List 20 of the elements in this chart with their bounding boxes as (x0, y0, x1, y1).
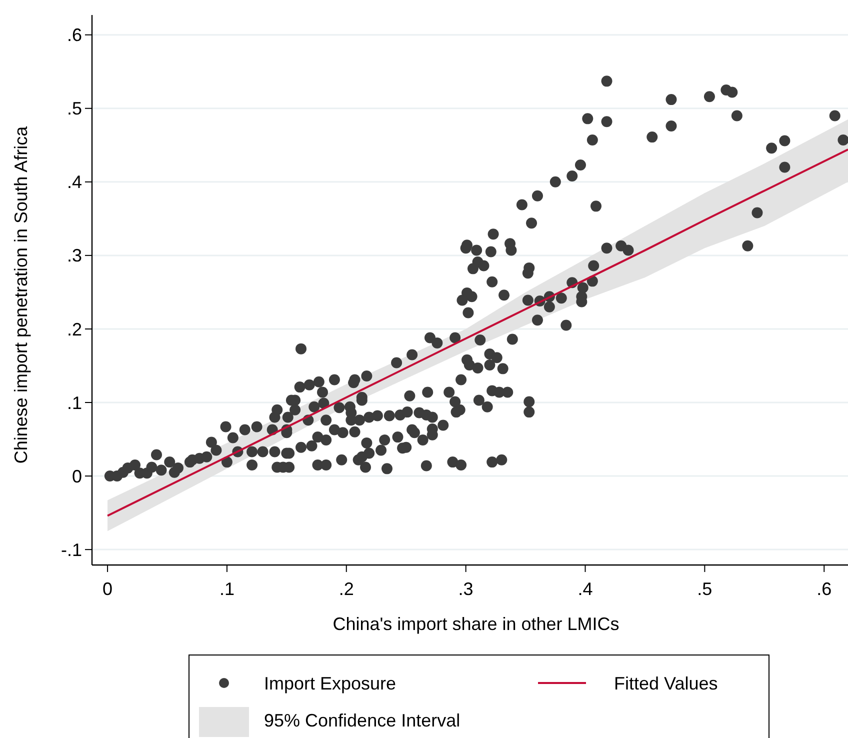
x-tick-label: .4 (578, 579, 593, 599)
y-tick-label: .4 (66, 172, 82, 192)
y-tick-label: .6 (66, 25, 82, 46)
x-tick-label: .6 (816, 579, 832, 599)
y-axis-title: Chinese import penetration in South Africa (11, 125, 31, 464)
x-axis-title: China's import share in other LMICs (332, 614, 620, 634)
y-tick-label: .1 (66, 392, 82, 413)
x-tick-label: .1 (219, 579, 234, 599)
text: 95% Confidence Interval (264, 710, 460, 730)
y-tick-label: .2 (66, 319, 82, 340)
y-tick-label: .5 (66, 98, 82, 119)
x-tick-label: .2 (338, 579, 354, 599)
x-tick-label: 0 (102, 579, 113, 599)
y-tick-label: 0 (72, 466, 82, 486)
legend-label: Import Exposure (264, 673, 396, 694)
y-tick-label: -.1 (60, 540, 82, 560)
x-tick-label: .5 (697, 579, 712, 599)
legend-label: Fitted Values (614, 673, 718, 694)
x-tick-label: .3 (458, 579, 474, 599)
y-tick-label: .3 (66, 246, 82, 266)
